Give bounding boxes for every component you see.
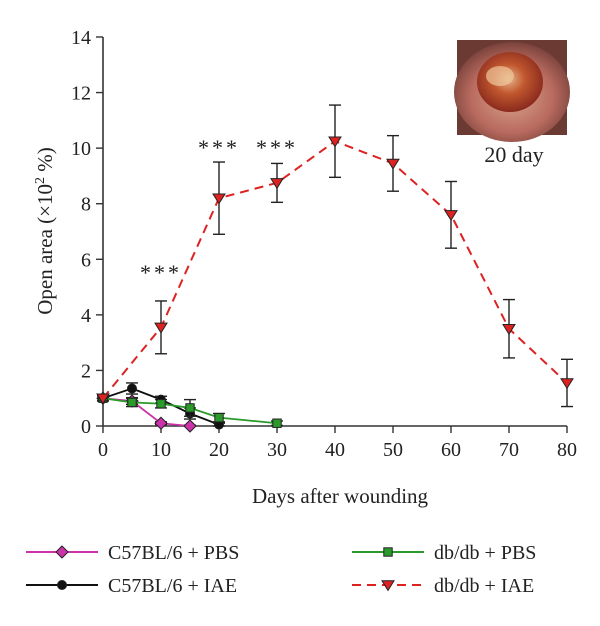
x-tick-label: 40 — [325, 439, 345, 461]
y-axis-title-superscript: 2 — [33, 177, 48, 184]
legend-label: db/db + PBS — [434, 542, 536, 564]
data-point — [502, 324, 516, 336]
data-point — [270, 178, 284, 190]
legend-marker — [381, 580, 395, 592]
data-point — [127, 397, 137, 408]
y-tick-label: 8 — [81, 194, 91, 216]
y-tick-label: 10 — [71, 138, 91, 160]
data-point — [560, 378, 574, 390]
significance-marker: *** — [198, 135, 240, 160]
legend-entry: C57BL/6 + IAE — [26, 575, 237, 597]
annotation-layer: *** *** *** — [140, 135, 298, 285]
x-tick-label: 0 — [98, 439, 108, 461]
data-point — [183, 419, 197, 433]
series-line — [102, 397, 278, 425]
y-axis-title: Open area (×102 %) — [33, 147, 57, 315]
series-4 — [96, 104, 574, 408]
x-tick-label: 20 — [209, 439, 229, 461]
inset-scab-highlight — [486, 66, 514, 86]
data-point — [214, 412, 224, 423]
legend-entry: C57BL/6 + PBS — [26, 542, 239, 564]
x-tick-label: 80 — [557, 439, 577, 461]
axes: 0 2 4 6 8 10 12 14 0 10 20 30 40 50 60 70 80 — [71, 27, 577, 461]
data-point — [96, 393, 110, 405]
y-tick-label: 6 — [81, 249, 91, 271]
y-axis-title-tail: %) — [33, 147, 57, 177]
data-point — [127, 383, 137, 394]
significance-marker: *** — [256, 135, 298, 160]
significance-marker: *** — [140, 260, 182, 285]
x-tick-label: 70 — [499, 439, 519, 461]
x-axis-title: Days after wounding — [252, 484, 429, 508]
data-point — [386, 158, 400, 170]
y-tick-label: 14 — [71, 27, 91, 49]
data-point — [272, 418, 282, 428]
inset-label: 20 day — [484, 142, 543, 167]
y-tick-label: 4 — [81, 305, 91, 327]
y-tick-label: 2 — [81, 360, 91, 382]
y-axis-title-main: Open area (×10 — [33, 184, 57, 315]
legend-marker — [383, 547, 393, 557]
data-point — [328, 136, 342, 148]
legend-label: C57BL/6 + IAE — [108, 575, 237, 597]
data-point — [154, 416, 168, 430]
x-tick-label: 30 — [267, 439, 287, 461]
data-point — [156, 399, 166, 409]
legend-label: C57BL/6 + PBS — [108, 542, 239, 564]
inset-wound-photo: 20 day — [454, 40, 570, 167]
legend-label: db/db + IAE — [434, 575, 534, 597]
x-tick-label: 60 — [441, 439, 461, 461]
x-tick-label: 50 — [383, 439, 403, 461]
legend-entry: db/db + PBS — [352, 542, 536, 564]
legend-marker — [57, 580, 67, 590]
legend: C57BL/6 + PBS C57BL/6 + IAE db/db + PBS db/… — [26, 542, 536, 597]
data-point — [185, 403, 195, 413]
legend-marker — [55, 545, 69, 559]
data-point — [212, 193, 226, 205]
data-point — [444, 210, 458, 222]
y-tick-label: 12 — [71, 83, 91, 105]
legend-entry: db/db + IAE — [352, 575, 534, 597]
y-tick-label: 0 — [81, 416, 91, 438]
data-point — [154, 322, 168, 334]
x-tick-label: 10 — [151, 439, 171, 461]
series-layer — [96, 104, 574, 433]
